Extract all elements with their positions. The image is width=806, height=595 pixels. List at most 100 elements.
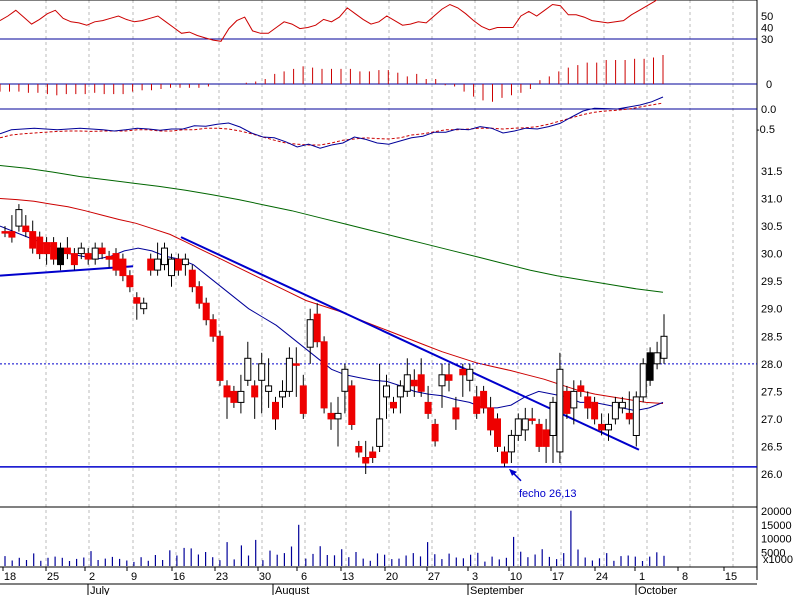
- candle-body: [632, 396, 640, 436]
- price-panel: fecho 26,13: [0, 165, 757, 500]
- x-day-label: 3: [472, 571, 478, 583]
- annotation-label: fecho 26,13: [519, 488, 577, 500]
- candle-body: [84, 253, 92, 260]
- candle-body: [91, 247, 99, 260]
- candle-body: [598, 423, 606, 431]
- candle-body: [376, 418, 384, 447]
- x-day-label: 25: [47, 571, 59, 583]
- candle-body: [258, 363, 266, 381]
- candle-body: [174, 258, 182, 271]
- candle-body: [362, 457, 370, 464]
- candle-body: [570, 390, 578, 409]
- candle-body: [646, 352, 654, 381]
- candle-body: [452, 407, 460, 420]
- macd-tick-label: -0.5: [756, 124, 775, 136]
- x-day-label: 6: [301, 571, 307, 583]
- candle-body: [348, 385, 356, 425]
- price-tick-label: 29.0: [761, 304, 782, 316]
- x-day-label: 27: [428, 571, 440, 583]
- x-month-label: September: [470, 585, 524, 595]
- candle-body: [77, 247, 85, 255]
- candle-body: [501, 451, 508, 464]
- volume-tick-label: 20000: [761, 506, 792, 518]
- candle-body: [244, 357, 252, 381]
- price-tick-label: 29.5: [761, 276, 782, 288]
- candle-body: [605, 423, 612, 431]
- x-month-label: October: [638, 585, 677, 595]
- candle-body: [473, 396, 481, 414]
- x-day-label: 13: [342, 571, 354, 583]
- annotation-arrowhead: [509, 468, 517, 476]
- candle-body: [514, 418, 522, 436]
- candle-body: [133, 297, 141, 304]
- candle-body: [22, 225, 30, 233]
- candle-body: [147, 258, 155, 271]
- candle-body: [29, 231, 37, 249]
- oscillator-tick-label: 50: [761, 11, 773, 23]
- candle-body: [279, 390, 286, 398]
- histogram-panel: [0, 55, 757, 102]
- price-tick-label: 26.0: [761, 469, 782, 481]
- candle-body: [112, 253, 120, 271]
- candle-body: [438, 374, 446, 387]
- candle-body: [306, 319, 314, 348]
- candle-body: [154, 258, 162, 271]
- volume-tick-label: 10000: [761, 534, 792, 546]
- moving-average-long: [0, 165, 664, 293]
- candle-body: [445, 374, 453, 381]
- candle-body: [618, 401, 626, 409]
- candle-body: [105, 255, 113, 260]
- candle-body: [403, 374, 411, 392]
- trend-line-flat: [0, 265, 134, 277]
- candle-body: [507, 434, 515, 453]
- price-tick-label: 28.0: [761, 359, 782, 371]
- macd-tick-label: 0.0: [761, 104, 776, 116]
- candle-body: [320, 341, 328, 409]
- candle-body: [611, 401, 619, 420]
- candle-body: [487, 407, 495, 431]
- candle-body: [119, 258, 127, 277]
- candle-body: [126, 275, 134, 288]
- candle-body: [549, 401, 557, 436]
- oscillator-tick-label: 40: [761, 23, 773, 35]
- candle-body: [272, 401, 279, 420]
- candle-body: [202, 302, 210, 321]
- candle-body: [327, 412, 335, 420]
- x-day-label: 1: [639, 571, 645, 583]
- oscillator-panel: [0, 0, 757, 42]
- price-tick-label: 27.0: [761, 414, 782, 426]
- candle-body: [181, 258, 189, 266]
- price-tick-label: 28.5: [761, 331, 782, 343]
- candle-body: [313, 313, 321, 343]
- candle-body: [50, 242, 58, 260]
- candle-body: [251, 385, 259, 398]
- volume-unit-label: x1000: [763, 554, 793, 566]
- candle-body: [591, 401, 599, 420]
- candle-body: [265, 385, 273, 392]
- price-tick-label: 27.5: [761, 386, 782, 398]
- candle-body: [285, 357, 293, 392]
- candle-body: [188, 269, 196, 288]
- candle-body: [556, 368, 564, 453]
- candle-body: [542, 429, 550, 447]
- x-day-label: 16: [173, 571, 185, 583]
- x-day-label: 9: [131, 571, 137, 583]
- x-day-label: 18: [4, 571, 16, 583]
- macd-line: [0, 96, 664, 149]
- x-day-label: 17: [552, 571, 564, 583]
- candle-body: [299, 385, 307, 414]
- x-month-label: July: [90, 585, 110, 595]
- macd-panel: [0, 96, 757, 149]
- volume-panel: [4, 510, 665, 566]
- candle-body: [36, 236, 44, 255]
- candle-body: [341, 368, 349, 392]
- x-day-label: 30: [259, 571, 271, 583]
- candle-body: [653, 352, 661, 365]
- candle-body: [63, 247, 71, 255]
- candle-body: [383, 385, 390, 398]
- candle-body: [584, 396, 592, 409]
- candle-body: [70, 253, 78, 266]
- candle-body: [396, 385, 404, 398]
